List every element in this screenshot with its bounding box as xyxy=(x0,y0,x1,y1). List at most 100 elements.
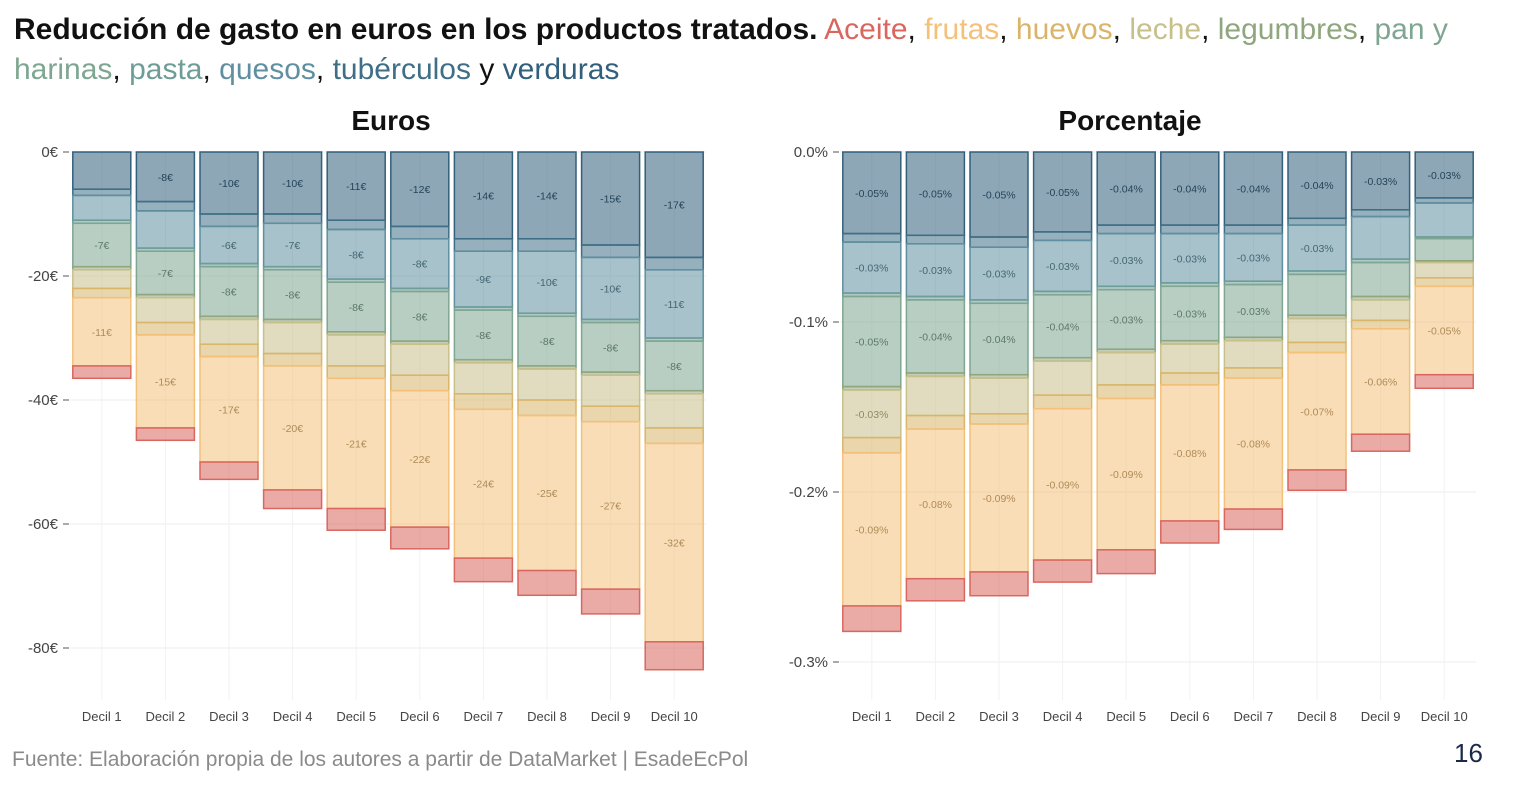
bar-segment-leche xyxy=(199,318,259,345)
segment-value-label: -0.03% xyxy=(1110,255,1143,267)
bar-segment-aceite xyxy=(262,489,323,510)
segment-value-label: -7€ xyxy=(158,268,173,280)
page-number: 16 xyxy=(1454,738,1483,768)
x-tick-label: Decil 4 xyxy=(1043,709,1083,724)
segment-value-label: -0.03% xyxy=(855,263,888,275)
bar-segment-verduras xyxy=(1160,151,1220,226)
bar-segment-huevos xyxy=(1223,367,1284,379)
bar-segment-leche xyxy=(517,368,577,401)
segment-value-label: -14€ xyxy=(473,190,494,202)
bar-segment-pan-y-harinas xyxy=(1350,261,1411,298)
segment-value-label: -0.03% xyxy=(982,269,1015,281)
bar-segment-quesos xyxy=(199,225,259,265)
bar-segment-aceite xyxy=(1032,559,1093,583)
bar-segment-aceite xyxy=(1160,520,1220,544)
bar-segment-pan-y-harinas xyxy=(326,281,386,333)
segment-value-label: -8€ xyxy=(221,287,236,299)
y-tick-label: 0.0% xyxy=(794,144,828,161)
bar-segment-frutas xyxy=(1096,397,1156,551)
bar-segment-leche xyxy=(842,389,902,439)
segment-value-label: -10€ xyxy=(536,277,557,289)
segment-value-label: -0.03% xyxy=(1173,309,1206,321)
bar-segment-aceite xyxy=(135,427,196,442)
segment-value-label: -8€ xyxy=(476,330,491,342)
bar-segment-leche xyxy=(1032,360,1093,396)
title-separator: y xyxy=(470,53,503,86)
y-tick-label: -0.3% xyxy=(789,654,828,671)
segment-value-label: -0.09% xyxy=(855,524,888,536)
bar-segment-tubérculos xyxy=(390,225,450,240)
bar-segment-huevos xyxy=(1096,384,1156,400)
bar-segment-quesos xyxy=(1414,202,1474,238)
title-word-2: huevos xyxy=(1015,13,1113,46)
bar-segment-tubérculos xyxy=(1096,224,1156,235)
x-tick-label: Decil 7 xyxy=(464,709,504,724)
bar-segment-verduras xyxy=(969,151,1029,238)
x-tick-label: Decil 10 xyxy=(1421,709,1468,724)
bar-segment-verduras xyxy=(135,151,196,203)
title-word-1: frutas xyxy=(924,13,1000,46)
segment-value-label: -0.03% xyxy=(1428,170,1461,182)
bar-segment-leche xyxy=(135,296,196,324)
x-tick-label: Decil 3 xyxy=(979,709,1019,724)
bar-segment-leche xyxy=(1223,339,1284,369)
bar-segment-pan-y-harinas xyxy=(72,222,132,268)
bar-segment-frutas xyxy=(135,334,196,429)
segment-value-label: -0.03% xyxy=(1110,314,1143,326)
title-separator: , xyxy=(1112,13,1130,46)
segment-value-label: -0.06% xyxy=(1364,377,1397,389)
bar-segment-aceite xyxy=(1414,373,1474,390)
bar-segment-verduras xyxy=(1096,151,1156,226)
bar-segment-huevos xyxy=(262,352,323,367)
y-tick-label: -0.2% xyxy=(789,484,828,501)
bar-segment-pan-y-harinas xyxy=(453,309,514,361)
bar-segment-huevos xyxy=(644,427,704,445)
segment-value-label: -0.09% xyxy=(1110,469,1143,481)
bar-segment-quesos xyxy=(1096,232,1156,288)
segment-value-label: -0.04% xyxy=(1300,180,1333,192)
title-word-0: Aceite xyxy=(824,13,908,46)
bar-segment-pan-y-harinas xyxy=(969,302,1029,376)
segment-value-label: -8€ xyxy=(412,311,427,323)
bar-segment-frutas xyxy=(1160,384,1220,522)
x-tick-label: Decil 6 xyxy=(1170,709,1210,724)
segment-value-label: -8€ xyxy=(285,290,300,302)
segment-value-label: -10€ xyxy=(218,178,239,190)
bar-segment-aceite xyxy=(517,569,577,597)
x-tick-label: Decil 5 xyxy=(1106,709,1146,724)
y-tick-label: -20€ xyxy=(28,268,59,285)
x-tick-label: Decil 5 xyxy=(336,709,376,724)
bar-segment-verduras xyxy=(390,151,450,228)
bar-segment-leche xyxy=(326,334,386,367)
segment-value-label: -0.05% xyxy=(855,188,888,200)
x-tick-label: Decil 8 xyxy=(1297,709,1337,724)
segment-value-label: -0.03% xyxy=(1046,261,1079,273)
bar-segment-leche xyxy=(1096,351,1156,386)
segment-value-label: -8€ xyxy=(158,172,173,184)
bar-segment-pan-y-harinas xyxy=(580,321,641,373)
bar-segment-frutas xyxy=(1350,328,1411,435)
segment-value-label: -0.03% xyxy=(919,265,952,277)
bar-segment-frutas xyxy=(1223,377,1284,510)
segment-value-label: -0.08% xyxy=(1173,448,1206,460)
bar-segment-tubérculos xyxy=(580,244,641,259)
segment-value-label: -0.05% xyxy=(855,337,888,349)
bar-segment-aceite xyxy=(390,526,450,550)
segment-value-label: -7€ xyxy=(285,240,300,252)
bar-segment-verduras xyxy=(199,151,259,215)
segment-value-label: -0.03% xyxy=(1173,253,1206,265)
bar-segment-frutas xyxy=(1414,285,1474,376)
bar-segment-pan-y-harinas xyxy=(1223,283,1284,339)
segment-value-label: -6€ xyxy=(221,240,236,252)
segment-value-label: -8€ xyxy=(603,342,618,354)
segment-value-label: -0.04% xyxy=(1046,321,1079,333)
bar-segment-verduras xyxy=(262,151,323,215)
bar-segment-frutas xyxy=(453,408,514,559)
bar-segment-tubérculos xyxy=(1350,209,1411,218)
x-tick-label: Decil 7 xyxy=(1234,709,1274,724)
bar-segment-leche xyxy=(262,321,323,355)
bar-segment-huevos xyxy=(135,321,196,336)
bar-segment-aceite xyxy=(969,571,1029,597)
bar-segment-quesos xyxy=(1223,232,1284,282)
